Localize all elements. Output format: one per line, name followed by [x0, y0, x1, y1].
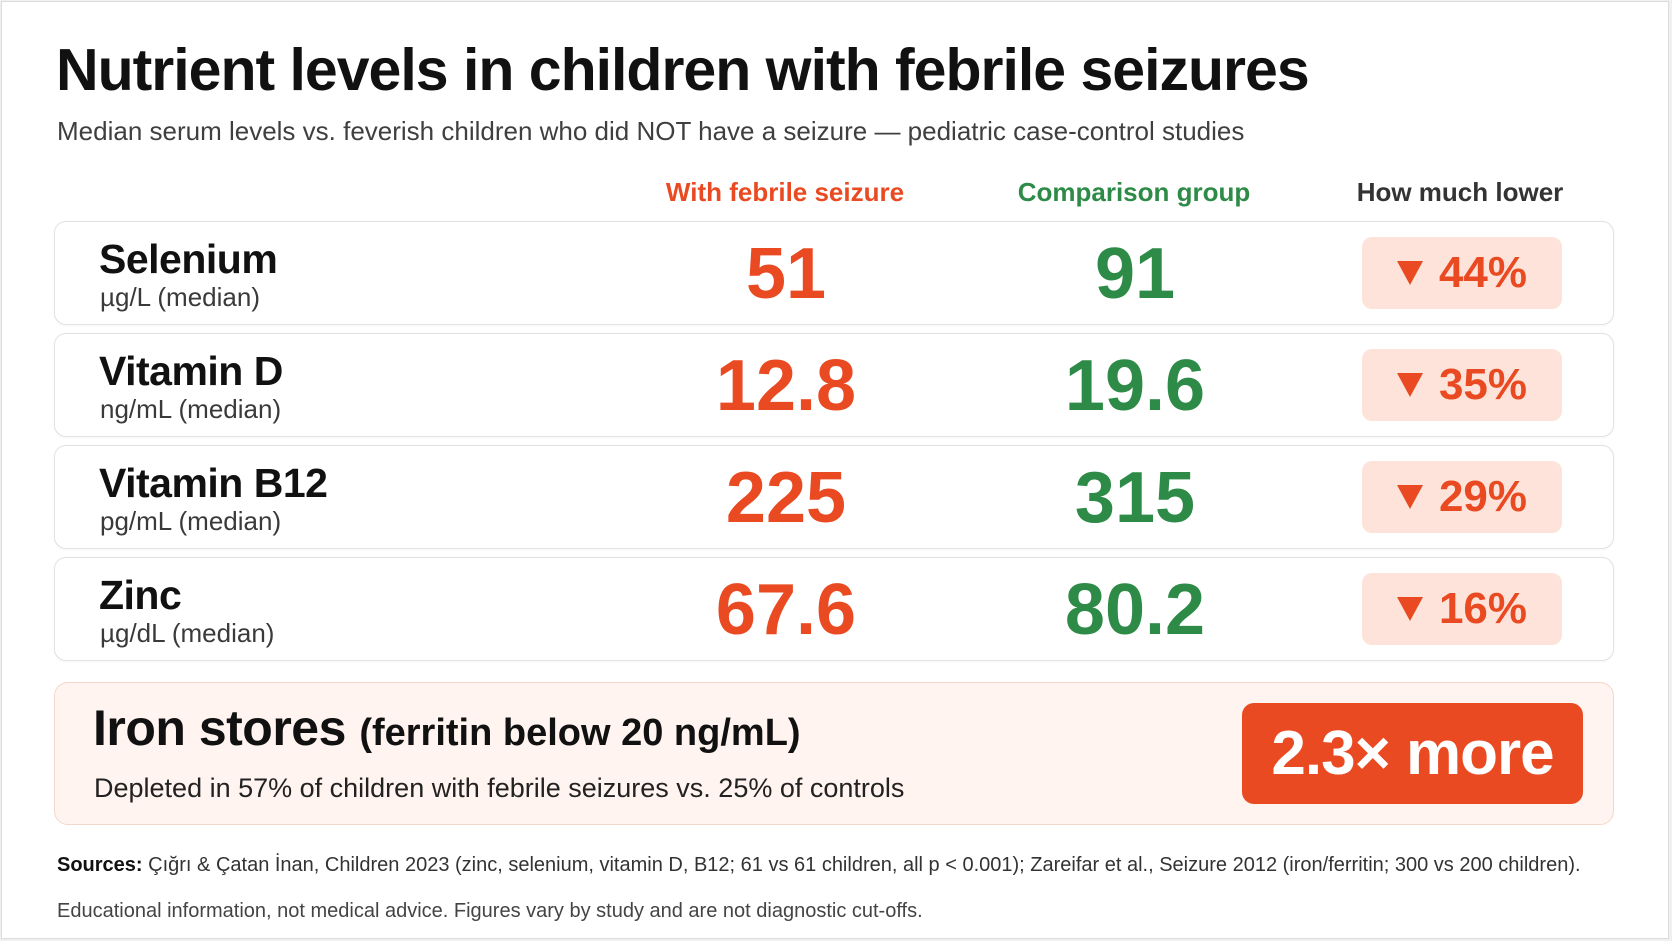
- nutrient-row-zinc: Zinc µg/dL (median) 67.6 80.2 16%: [54, 557, 1614, 661]
- lower-percent: 35%: [1438, 360, 1528, 409]
- seizure-value: 67.6: [715, 570, 857, 650]
- iron-title-qualifier: (ferritin below 20 ng/mL): [359, 712, 801, 754]
- column-header-comparison: Comparison group: [1017, 177, 1251, 207]
- nutrient-table: Selenium µg/L (median) 51 91 44% Vitamin…: [54, 221, 1614, 669]
- lower-percent: 44%: [1438, 248, 1528, 297]
- nutrient-row-vitamin-d: Vitamin D ng/mL (median) 12.8 19.6 35%: [54, 333, 1614, 437]
- iron-title: Iron stores (ferritin below 20 ng/mL): [93, 699, 801, 757]
- lower-percent: 16%: [1438, 584, 1528, 633]
- comparison-value: 19.6: [1064, 346, 1206, 426]
- nutrient-unit: µg/L (median): [100, 282, 260, 312]
- iron-title-main: Iron stores: [93, 700, 346, 756]
- lower-badge: 35%: [1362, 349, 1562, 421]
- disclaimer-note: Educational information, not medical adv…: [57, 900, 923, 922]
- nutrient-unit: µg/dL (median): [100, 618, 275, 648]
- lower-percent: 29%: [1438, 472, 1528, 521]
- comparison-value: 315: [1074, 458, 1196, 538]
- seizure-value: 225: [725, 458, 847, 538]
- column-header-seizure: With febrile seizure: [665, 177, 905, 207]
- lower-badge: 44%: [1362, 237, 1562, 309]
- comparison-value: 80.2: [1064, 570, 1206, 650]
- sources-note: Sources: Çığrı & Çatan İnan, Children 20…: [57, 854, 1581, 877]
- down-triangle-icon: [1396, 373, 1423, 397]
- nutrient-unit: pg/mL (median): [100, 506, 282, 536]
- seizure-value: 12.8: [715, 346, 857, 426]
- sources-label: Sources:: [57, 854, 143, 876]
- iron-highlight-panel: Iron stores (ferritin below 20 ng/mL) De…: [54, 682, 1614, 825]
- nutrient-unit: ng/mL (median): [100, 394, 282, 424]
- down-triangle-icon: [1396, 261, 1423, 285]
- nutrient-name: Zinc: [99, 572, 182, 618]
- nutrient-name: Selenium: [99, 236, 278, 282]
- down-triangle-icon: [1396, 597, 1423, 621]
- lower-badge: 29%: [1362, 461, 1562, 533]
- column-header-lower: How much lower: [1356, 177, 1564, 207]
- sources-text: Çığrı & Çatan İnan, Children 2023 (zinc,…: [142, 854, 1581, 876]
- nutrient-name: Vitamin B12: [99, 460, 328, 506]
- nutrient-row-selenium: Selenium µg/L (median) 51 91 44%: [54, 221, 1614, 325]
- page-subtitle: Median serum levels vs. feverish childre…: [57, 116, 1245, 146]
- nutrient-name: Vitamin D: [99, 348, 283, 394]
- iron-description: Depleted in 57% of children with febrile…: [94, 773, 905, 803]
- down-triangle-icon: [1396, 485, 1423, 509]
- comparison-value: 91: [1094, 234, 1176, 314]
- iron-ratio-badge: 2.3× more: [1242, 703, 1583, 804]
- lower-badge: 16%: [1362, 573, 1562, 645]
- seizure-value: 51: [745, 234, 827, 314]
- nutrient-row-vitamin-b12: Vitamin B12 pg/mL (median) 225 315 29%: [54, 445, 1614, 549]
- page-title: Nutrient levels in children with febrile…: [56, 37, 1310, 103]
